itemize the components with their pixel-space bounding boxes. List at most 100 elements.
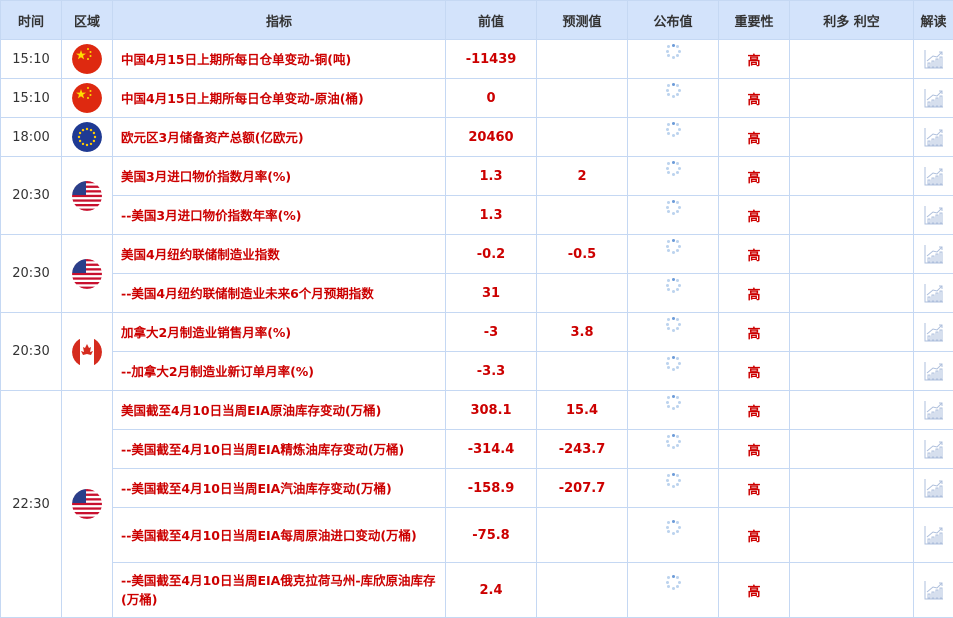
- indicator-cell[interactable]: --加拿大2月制造业新订单月率(%): [113, 352, 446, 391]
- read-cell[interactable]: [914, 157, 953, 196]
- actual-value: [628, 235, 719, 274]
- header-row: 时间区域指标前值预测值公布值重要性利多 利空解读: [1, 1, 953, 40]
- forecast-value: [537, 40, 628, 79]
- time-cell: 22:30: [1, 391, 62, 618]
- read-cell[interactable]: [914, 313, 953, 352]
- column-header: 指标: [113, 1, 446, 40]
- region-cell: [62, 313, 113, 391]
- loading-spinner-icon: [665, 160, 681, 176]
- previous-value: 308.1: [446, 391, 537, 430]
- indicator-cell[interactable]: --美国4月纽约联储制造业未来6个月预期指数: [113, 274, 446, 313]
- actual-value: [628, 157, 719, 196]
- read-cell[interactable]: [914, 352, 953, 391]
- impact-cell: [790, 79, 914, 118]
- indicator-cell[interactable]: --美国截至4月10日当周EIA俄克拉荷马州-库欣原油库存(万桶): [113, 563, 446, 618]
- chart-analysis-icon[interactable]: [924, 478, 944, 498]
- read-cell[interactable]: [914, 40, 953, 79]
- chart-analysis-icon[interactable]: [924, 205, 944, 225]
- forecast-value: -243.7: [537, 430, 628, 469]
- forecast-value: [537, 508, 628, 563]
- usa-flag-icon: [72, 259, 102, 289]
- importance-cell: 高: [719, 430, 790, 469]
- previous-value: -158.9: [446, 469, 537, 508]
- indicator-cell[interactable]: 美国3月进口物价指数月率(%): [113, 157, 446, 196]
- column-header: 公布值: [628, 1, 719, 40]
- read-cell[interactable]: [914, 196, 953, 235]
- read-cell[interactable]: [914, 235, 953, 274]
- column-header: 利多 利空: [790, 1, 914, 40]
- forecast-value: [537, 352, 628, 391]
- time-cell: 15:10: [1, 79, 62, 118]
- chart-analysis-icon[interactable]: [924, 580, 944, 600]
- impact-cell: [790, 391, 914, 430]
- importance-cell: 高: [719, 469, 790, 508]
- indicator-cell[interactable]: --美国3月进口物价指数年率(%): [113, 196, 446, 235]
- indicator-cell[interactable]: 欧元区3月储备资产总额(亿欧元): [113, 118, 446, 157]
- read-cell[interactable]: [914, 430, 953, 469]
- column-header: 时间: [1, 1, 62, 40]
- indicator-cell[interactable]: 中国4月15日上期所每日仓单变动-铜(吨): [113, 40, 446, 79]
- column-header: 区域: [62, 1, 113, 40]
- actual-value: [628, 430, 719, 469]
- impact-cell: [790, 118, 914, 157]
- chart-analysis-icon[interactable]: [924, 322, 944, 342]
- indicator-cell[interactable]: 美国截至4月10日当周EIA原油库存变动(万桶): [113, 391, 446, 430]
- impact-cell: [790, 352, 914, 391]
- chart-analysis-icon[interactable]: [924, 283, 944, 303]
- indicator-cell[interactable]: --美国截至4月10日当周EIA每周原油进口变动(万桶): [113, 508, 446, 563]
- chart-analysis-icon[interactable]: [924, 525, 944, 545]
- loading-spinner-icon: [665, 43, 681, 59]
- chart-analysis-icon[interactable]: [924, 244, 944, 264]
- eu-flag-icon: [72, 122, 102, 152]
- chart-analysis-icon[interactable]: [924, 88, 944, 108]
- time-cell: 20:30: [1, 235, 62, 313]
- forecast-value: [537, 274, 628, 313]
- chart-analysis-icon[interactable]: [924, 400, 944, 420]
- indicator-cell[interactable]: 中国4月15日上期所每日仓单变动-原油(桶): [113, 79, 446, 118]
- previous-value: 20460: [446, 118, 537, 157]
- loading-spinner-icon: [665, 355, 681, 371]
- chart-analysis-icon[interactable]: [924, 166, 944, 186]
- loading-spinner-icon: [665, 394, 681, 410]
- read-cell[interactable]: [914, 563, 953, 618]
- importance-cell: 高: [719, 508, 790, 563]
- forecast-value: 3.8: [537, 313, 628, 352]
- read-cell[interactable]: [914, 508, 953, 563]
- read-cell[interactable]: [914, 469, 953, 508]
- read-cell[interactable]: [914, 391, 953, 430]
- importance-cell: 高: [719, 235, 790, 274]
- region-cell: [62, 79, 113, 118]
- actual-value: [628, 563, 719, 618]
- table-row: 15:10 中国4月15日上期所每日仓单变动-原油(桶)0 高: [1, 79, 953, 118]
- indicator-cell[interactable]: 加拿大2月制造业销售月率(%): [113, 313, 446, 352]
- indicator-cell[interactable]: --美国截至4月10日当周EIA汽油库存变动(万桶): [113, 469, 446, 508]
- read-cell[interactable]: [914, 79, 953, 118]
- indicator-cell[interactable]: 美国4月纽约联储制造业指数: [113, 235, 446, 274]
- chart-analysis-icon[interactable]: [924, 49, 944, 69]
- impact-cell: [790, 274, 914, 313]
- importance-cell: 高: [719, 391, 790, 430]
- importance-cell: 高: [719, 79, 790, 118]
- loading-spinner-icon: [665, 277, 681, 293]
- usa-flag-icon: [72, 181, 102, 211]
- previous-value: 0: [446, 79, 537, 118]
- read-cell[interactable]: [914, 274, 953, 313]
- indicator-cell[interactable]: --美国截至4月10日当周EIA精炼油库存变动(万桶): [113, 430, 446, 469]
- time-cell: 15:10: [1, 40, 62, 79]
- read-cell[interactable]: [914, 118, 953, 157]
- impact-cell: [790, 157, 914, 196]
- impact-cell: [790, 313, 914, 352]
- column-header: 前值: [446, 1, 537, 40]
- chart-analysis-icon[interactable]: [924, 361, 944, 381]
- chart-analysis-icon[interactable]: [924, 127, 944, 147]
- importance-cell: 高: [719, 313, 790, 352]
- chart-analysis-icon[interactable]: [924, 439, 944, 459]
- loading-spinner-icon: [665, 472, 681, 488]
